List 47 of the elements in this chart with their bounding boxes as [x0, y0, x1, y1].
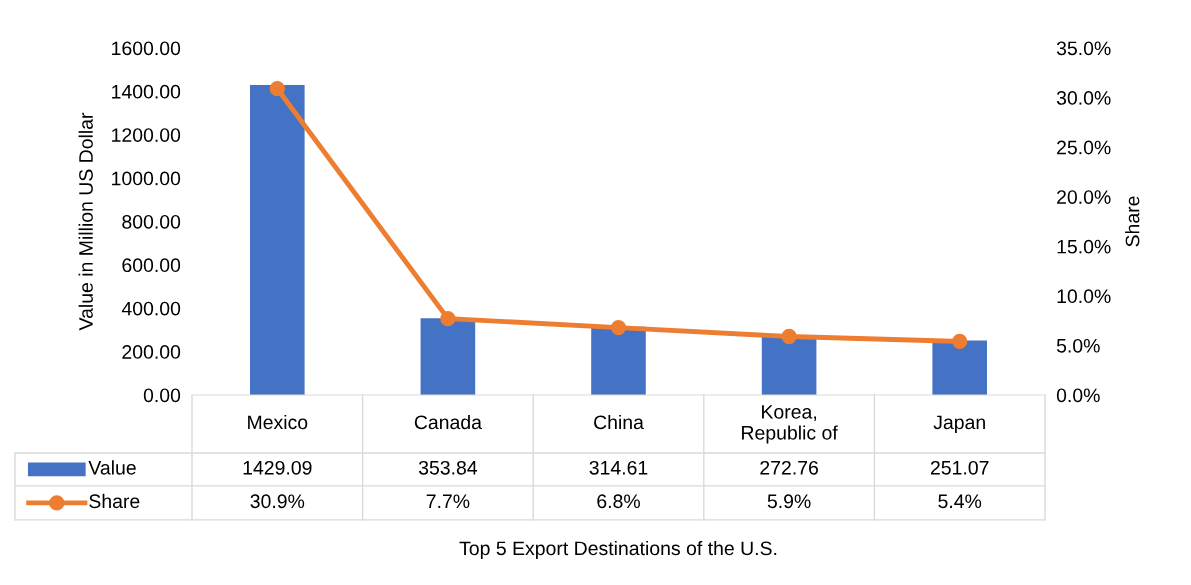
data-label: 314.61 — [589, 460, 648, 475]
y2-tick-label: 15.0% — [1057, 239, 1111, 254]
x-tick-label: Korea, Republic of — [742, 405, 838, 444]
point — [781, 328, 797, 345]
x-tick-label: Canada — [414, 414, 482, 430]
bar — [591, 326, 646, 395]
y2-axis-title: Share — [1125, 196, 1140, 247]
legend-label: Share — [89, 493, 140, 509]
y-axis-title: Value in Million US Dollar — [78, 112, 93, 331]
x-tick-label: Mexico — [248, 414, 308, 430]
data-label: 251.07 — [930, 460, 989, 475]
point — [952, 333, 968, 350]
y-tick-label: 1600.00 — [112, 41, 181, 56]
y-tick-label: 1000.00 — [112, 171, 181, 186]
bar — [761, 335, 817, 395]
point — [610, 319, 627, 336]
bar — [932, 340, 987, 395]
x-tick-label: China — [594, 414, 644, 430]
legend-label: Value — [88, 460, 136, 475]
data-label: 1429.09 — [243, 460, 312, 475]
x-tick-label: Japan — [933, 415, 985, 434]
data-label: 272.76 — [760, 460, 818, 475]
y2-tick-label: 30.0% — [1056, 91, 1111, 105]
data-label: 7.7% — [426, 494, 470, 509]
y-tick-label: 200.00 — [122, 345, 181, 359]
data-label: 6.8% — [597, 494, 640, 509]
data-label: 5.9% — [767, 494, 811, 509]
y2-tick-label: 35.0% — [1056, 41, 1111, 56]
y-tick-label: 800.00 — [122, 214, 181, 229]
point — [440, 311, 456, 327]
bar — [420, 318, 476, 395]
y-tick-label: 1200.00 — [112, 128, 181, 142]
data-label: 5.4% — [938, 494, 982, 509]
y2-tick-label: 25.0% — [1057, 140, 1111, 155]
bar — [250, 85, 305, 395]
text: Top 5 Export Destinations of the U.S. — [459, 540, 777, 560]
data-label: 353.84 — [418, 460, 478, 475]
y2-tick-label: 5.0% — [1056, 338, 1100, 353]
point — [269, 81, 285, 97]
y-tick-label: 1400.00 — [112, 84, 181, 99]
y-tick-label: 600.00 — [122, 258, 181, 273]
y2-tick-label: 10.0% — [1057, 289, 1111, 304]
data-label: 30.9% — [250, 494, 305, 509]
y-tick-label: 400.00 — [121, 301, 181, 316]
y2-tick-label: 0.0% — [1056, 388, 1100, 403]
y2-tick-label: 20.0% — [1057, 190, 1111, 204]
y-tick-label: 0.00 — [143, 388, 181, 403]
